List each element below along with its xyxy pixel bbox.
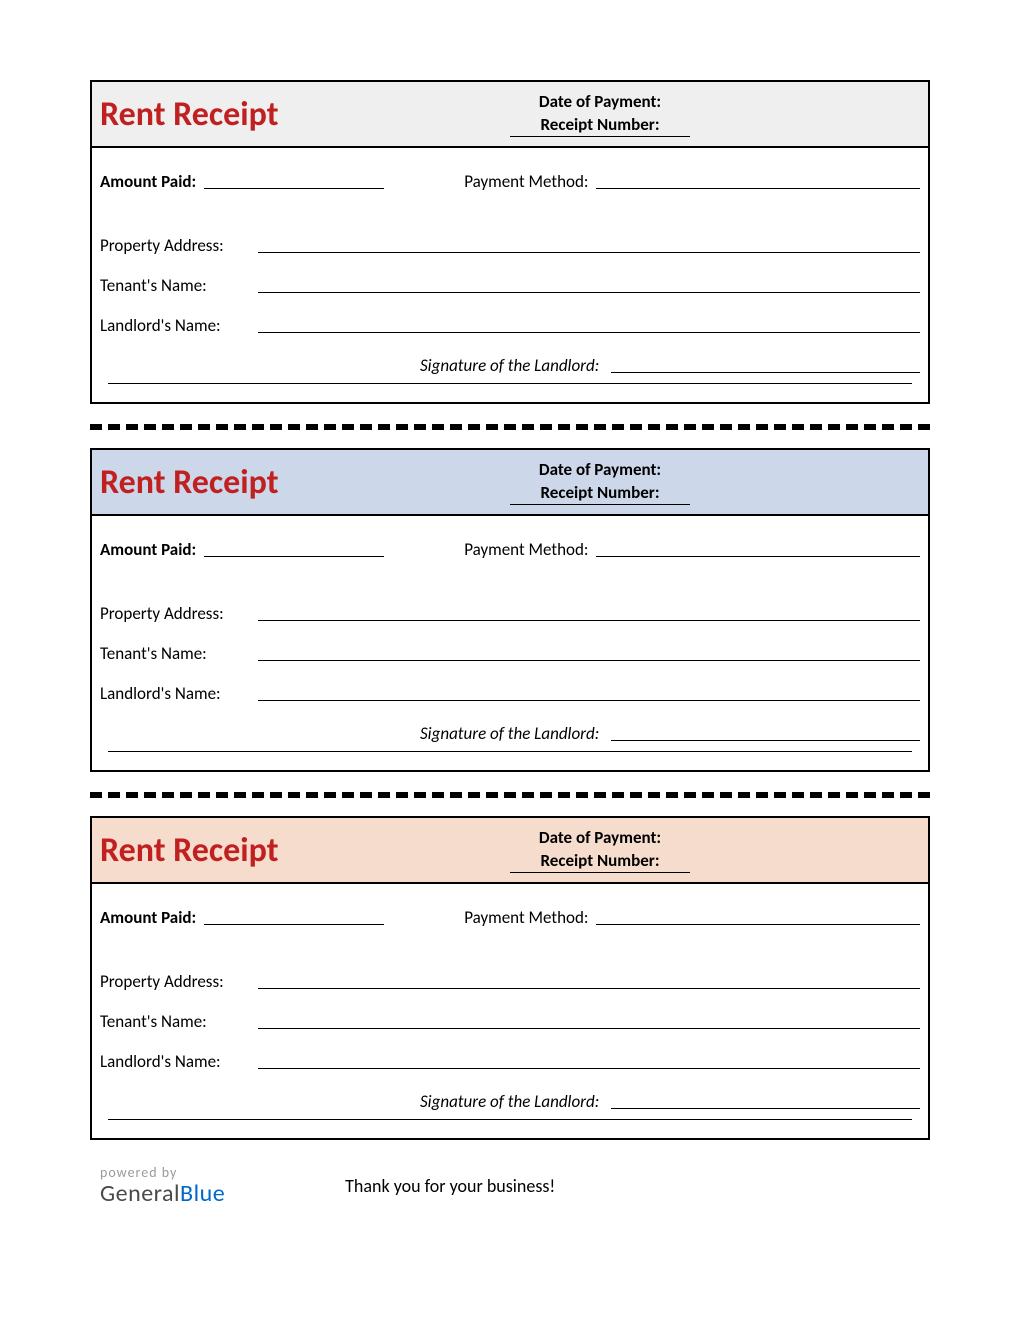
signature-field[interactable]: [611, 1108, 920, 1109]
date-of-payment-label: Date of Payment:: [480, 459, 720, 480]
signature-row: Signature of the Landlord:: [100, 710, 920, 744]
signature-field[interactable]: [611, 740, 920, 741]
landlord-row: Landlord's Name:: [100, 1038, 920, 1072]
tenant-name-label: Tenant's Name:: [100, 1011, 250, 1032]
landlord-name-field[interactable]: [258, 1068, 920, 1069]
date-of-payment-label: Date of Payment:: [480, 91, 720, 112]
amount-paid-label: Amount Paid:: [100, 907, 196, 928]
receipt-number-label: Receipt Number:: [510, 482, 690, 505]
bottom-rule: [108, 376, 912, 384]
bottom-rule: [108, 744, 912, 752]
receipt-header: Rent Receipt Date of Payment: Receipt Nu…: [92, 82, 928, 148]
address-row: Property Address:: [100, 222, 920, 256]
property-address-label: Property Address:: [100, 603, 250, 624]
payment-method-label: Payment Method:: [464, 907, 588, 928]
tenant-name-label: Tenant's Name:: [100, 275, 250, 296]
payment-method-label: Payment Method:: [464, 171, 588, 192]
receipt-body: Amount Paid: Payment Method: Property Ad…: [92, 148, 928, 402]
perforation-divider: [90, 424, 930, 430]
signature-label: Signature of the Landlord:: [420, 355, 599, 376]
receipt-header: Rent Receipt Date of Payment: Receipt Nu…: [92, 818, 928, 884]
landlord-name-label: Landlord's Name:: [100, 683, 250, 704]
receipt-title: Rent Receipt: [100, 462, 480, 503]
signature-label: Signature of the Landlord:: [420, 723, 599, 744]
landlord-row: Landlord's Name:: [100, 670, 920, 704]
brand-logo: powered by GeneralBlue: [100, 1164, 225, 1208]
receipt-header: Rent Receipt Date of Payment: Receipt Nu…: [92, 450, 928, 516]
signature-row: Signature of the Landlord:: [100, 342, 920, 376]
amount-paid-field[interactable]: [204, 556, 384, 557]
tenant-row: Tenant's Name:: [100, 998, 920, 1032]
brand-part1: General: [100, 1179, 180, 1208]
payment-method-field[interactable]: [596, 924, 920, 925]
bottom-rule: [108, 1112, 912, 1120]
rent-receipt-card: Rent Receipt Date of Payment: Receipt Nu…: [90, 816, 930, 1140]
property-address-field[interactable]: [258, 620, 920, 621]
payment-method-field[interactable]: [596, 188, 920, 189]
brand-name: GeneralBlue: [100, 1179, 225, 1208]
payment-method-field[interactable]: [596, 556, 920, 557]
address-row: Property Address:: [100, 590, 920, 624]
payment-method-label: Payment Method:: [464, 539, 588, 560]
property-address-label: Property Address:: [100, 235, 250, 256]
tenant-row: Tenant's Name:: [100, 630, 920, 664]
receipt-body: Amount Paid: Payment Method: Property Ad…: [92, 884, 928, 1138]
page-footer: powered by GeneralBlue Thank you for you…: [90, 1164, 930, 1208]
date-of-payment-label: Date of Payment:: [480, 827, 720, 848]
signature-field[interactable]: [611, 372, 920, 373]
rent-receipt-card: Rent Receipt Date of Payment: Receipt Nu…: [90, 80, 930, 404]
header-right: Date of Payment: Receipt Number:: [480, 91, 720, 137]
rent-receipt-card: Rent Receipt Date of Payment: Receipt Nu…: [90, 448, 930, 772]
landlord-row: Landlord's Name:: [100, 302, 920, 336]
tenant-name-field[interactable]: [258, 292, 920, 293]
receipt-number-label: Receipt Number:: [510, 850, 690, 873]
receipt-body: Amount Paid: Payment Method: Property Ad…: [92, 516, 928, 770]
header-right: Date of Payment: Receipt Number:: [480, 827, 720, 873]
perforation-divider: [90, 792, 930, 798]
amount-paid-label: Amount Paid:: [100, 171, 196, 192]
amount-paid-field[interactable]: [204, 924, 384, 925]
landlord-name-label: Landlord's Name:: [100, 315, 250, 336]
tenant-name-field[interactable]: [258, 660, 920, 661]
receipt-number-label: Receipt Number:: [510, 114, 690, 137]
thank-you-text: Thank you for your business!: [345, 1175, 930, 1197]
receipt-title: Rent Receipt: [100, 830, 480, 871]
amount-method-row: Amount Paid: Payment Method:: [100, 162, 920, 192]
header-right: Date of Payment: Receipt Number:: [480, 459, 720, 505]
signature-row: Signature of the Landlord:: [100, 1078, 920, 1112]
tenant-name-field[interactable]: [258, 1028, 920, 1029]
receipt-title: Rent Receipt: [100, 94, 480, 135]
landlord-name-field[interactable]: [258, 332, 920, 333]
landlord-name-label: Landlord's Name:: [100, 1051, 250, 1072]
tenant-row: Tenant's Name:: [100, 262, 920, 296]
amount-paid-field[interactable]: [204, 188, 384, 189]
address-row: Property Address:: [100, 958, 920, 992]
signature-label: Signature of the Landlord:: [420, 1091, 599, 1112]
amount-method-row: Amount Paid: Payment Method:: [100, 530, 920, 560]
property-address-label: Property Address:: [100, 971, 250, 992]
amount-method-row: Amount Paid: Payment Method:: [100, 898, 920, 928]
property-address-field[interactable]: [258, 988, 920, 989]
property-address-field[interactable]: [258, 252, 920, 253]
brand-part2: Blue: [180, 1179, 225, 1208]
amount-paid-label: Amount Paid:: [100, 539, 196, 560]
tenant-name-label: Tenant's Name:: [100, 643, 250, 664]
landlord-name-field[interactable]: [258, 700, 920, 701]
